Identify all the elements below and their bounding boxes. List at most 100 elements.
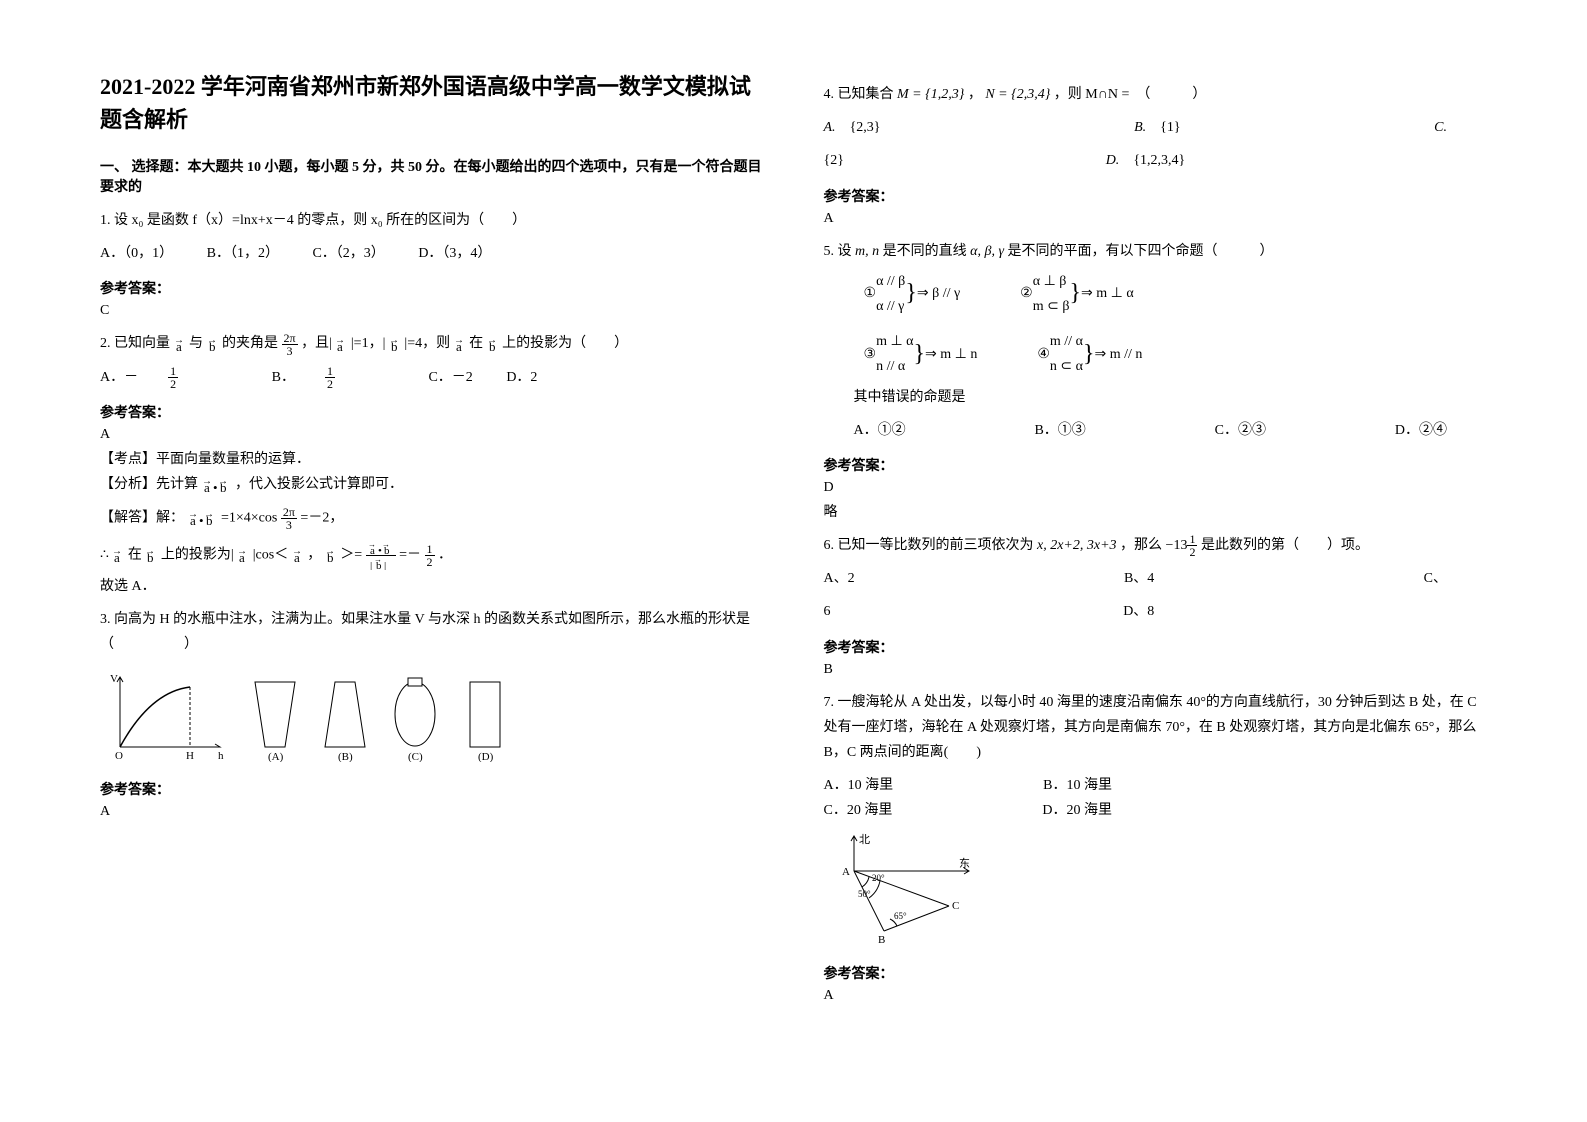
q1-opt-a: A．（0，1） xyxy=(100,241,173,266)
vector-a-icon: →a xyxy=(292,546,304,564)
q1-opt-b: B．（1，2） xyxy=(207,241,279,266)
svg-text:a: a xyxy=(239,550,245,564)
q2-mid4: |=1，| xyxy=(351,336,386,351)
q4-optA: {2,3} xyxy=(850,120,881,135)
vector-a-icon: →a xyxy=(335,335,347,353)
q7-answer-label: 参考答案： xyxy=(824,963,1488,983)
svg-text:a: a xyxy=(370,545,375,555)
question-5: 5. 设 m, n 是不同的直线 α, β, γ 是不同的平面，有以下四个命题（… xyxy=(824,239,1488,443)
q2-pre: 2. 已知向量 xyxy=(100,336,170,351)
q5-abg: α, β, γ xyxy=(970,244,1004,259)
q3-bottle-a-icon: (A) xyxy=(250,672,300,762)
svg-text:65°: 65° xyxy=(894,911,907,921)
vector-b-icon: →b xyxy=(145,546,157,564)
q1-opt-c: C．（2，3） xyxy=(312,241,384,266)
svg-text:(B): (B) xyxy=(338,751,353,762)
q6-answer-label: 参考答案： xyxy=(824,637,1488,657)
q5-expr-4: ④ m // αn ⊂ α } ⇒ m // n xyxy=(1037,329,1142,379)
svg-text:V: V xyxy=(110,673,118,685)
question-1: 1. 设 x₀ 是函数 f（x）=lnx+x－4 的零点，则 x₀ 所在的区间为… xyxy=(100,208,764,266)
q1-text: 1. 设 x₀ 是函数 f（x）=lnx+x－4 的零点，则 x₀ 所在的区间为… xyxy=(100,208,764,233)
q6-optB: B、4 xyxy=(1124,566,1154,591)
q2-sol3: 故选 A． xyxy=(100,575,764,595)
svg-text:b: b xyxy=(206,513,213,527)
svg-text:b: b xyxy=(209,339,216,353)
q4-pre: 4. 已知集合 xyxy=(824,87,898,102)
q5-expr-1: ① α // βα // γ } ⇒ β // γ xyxy=(864,269,961,319)
section-header: 一、 选择题：本大题共 10 小题，每小题 5 分，共 50 分。在每小题给出的… xyxy=(100,156,764,196)
svg-text:b: b xyxy=(327,550,334,564)
q4-optD-label: D. xyxy=(1106,153,1120,168)
question-4: 4. 已知集合 M = {1,2,3} ， N = {2,3,4} ，则 M∩N… xyxy=(824,82,1488,174)
svg-text:b: b xyxy=(147,550,154,564)
q4-optD: {1,2,3,4} xyxy=(1133,153,1185,168)
svg-text:b: b xyxy=(391,339,398,353)
q6-val: −13 xyxy=(1166,538,1188,553)
svg-text:H: H xyxy=(186,750,194,762)
q5-optB: B．①③ xyxy=(1034,418,1085,443)
q6-pre: 6. 已知一等比数列的前三项依次为 xyxy=(824,538,1038,553)
svg-text:|: | xyxy=(370,560,372,570)
vector-b-icon: →b xyxy=(325,546,337,564)
q3-bottle-b-icon: (B) xyxy=(320,672,370,762)
svg-text:20°: 20° xyxy=(872,873,885,883)
q4-optB-label: B. xyxy=(1134,120,1146,135)
q5-expr-2: ② α ⊥ βm ⊂ β } ⇒ m ⊥ α xyxy=(1020,269,1134,319)
q5-expr-3: ③ m ⊥ αn // α } ⇒ m ⊥ n xyxy=(864,329,978,379)
q4-optA-label: A. xyxy=(824,120,836,135)
q6-end: 是此数列的第（ ）项。 xyxy=(1201,538,1369,553)
q3-text: 3. 向高为 H 的水瓶中注水，注满为止。如果注水量 V 与水深 h 的函数关系… xyxy=(100,607,764,657)
q5-pre: 5. 设 xyxy=(824,244,856,259)
svg-text:b: b xyxy=(220,480,227,494)
svg-text:b: b xyxy=(489,339,496,353)
vector-a-icon: →a xyxy=(454,335,466,353)
q3-bottle-d-icon: (D) xyxy=(460,672,510,762)
vector-a-icon: →a xyxy=(174,335,186,353)
q3-answer: A xyxy=(100,804,764,820)
question-2: 2. 已知向量 →a 与 →b 的夹角是 2π3 ，且| →a |=1，| →b… xyxy=(100,331,764,390)
q2-note1: 【考点】平面向量数量积的运算． xyxy=(100,448,764,468)
svg-text:a: a xyxy=(114,550,120,564)
q3-graph-icon: V O H h xyxy=(100,667,230,767)
question-7: 7. 一艘海轮从 A 处出发，以每小时 40 海里的速度沿南偏东 40°的方向直… xyxy=(824,690,1488,952)
q5-note: 略 xyxy=(824,501,1488,521)
vector-a-dot-b-icon: →a•→b xyxy=(202,476,232,494)
q7-text: 7. 一艘海轮从 A 处出发，以每小时 40 海里的速度沿南偏东 40°的方向直… xyxy=(824,690,1488,766)
q6-opt6: 6 xyxy=(824,599,831,624)
q5-answer: D xyxy=(824,480,1488,496)
q6-mid: ，那么 xyxy=(1120,538,1166,553)
q1-answer-label: 参考答案： xyxy=(100,278,764,298)
svg-text:a: a xyxy=(190,513,196,527)
vector-b-icon: →b xyxy=(207,335,219,353)
q4-answer-label: 参考答案： xyxy=(824,186,1488,206)
q4-answer: A xyxy=(824,211,1488,227)
q2-answer: A xyxy=(100,427,764,443)
vector-b-icon: →b xyxy=(389,335,401,353)
q2-mid1: 与 xyxy=(189,336,203,351)
q5-mid1: 是不同的直线 xyxy=(883,244,971,259)
vector-a-icon: →a xyxy=(237,546,249,564)
q4-optC: {2} xyxy=(824,148,844,173)
svg-text:北: 北 xyxy=(859,833,870,846)
q6-optA: A、2 xyxy=(824,566,855,591)
svg-text:b: b xyxy=(376,560,382,570)
q2-end: 上的投影为（ ） xyxy=(502,336,628,351)
question-3: 3. 向高为 H 的水瓶中注水，注满为止。如果注水量 V 与水深 h 的函数关系… xyxy=(100,607,764,767)
svg-text:a: a xyxy=(294,550,300,564)
question-6: 6. 已知一等比数列的前三项依次为 x, 2x+2, 3x+3 ，那么 −131… xyxy=(824,533,1488,625)
page-title: 2021-2022 学年河南省郑州市新郑外国语高级中学高一数学文模拟试题含解析 xyxy=(100,70,764,136)
svg-text:a: a xyxy=(204,480,210,494)
q5-mn: m, n xyxy=(855,244,879,259)
svg-text:a: a xyxy=(456,339,462,353)
svg-text:C: C xyxy=(952,900,959,912)
q5-optA: A．①② xyxy=(854,418,906,443)
q6-answer: B xyxy=(824,662,1488,678)
q2-opt-d: D．2 xyxy=(506,365,537,390)
q5-optD: D．②④ xyxy=(1395,418,1447,443)
q2-opt-b: B．12 xyxy=(272,365,395,390)
q7-answer: A xyxy=(824,988,1488,1004)
svg-text:东: 东 xyxy=(959,857,970,870)
q2-sol1: 【解答】解： →a•→b =1×4×cos 2π3 =－2， xyxy=(100,506,764,531)
q2-opt-c: C．－2 xyxy=(428,365,472,390)
svg-text:B: B xyxy=(878,934,885,946)
